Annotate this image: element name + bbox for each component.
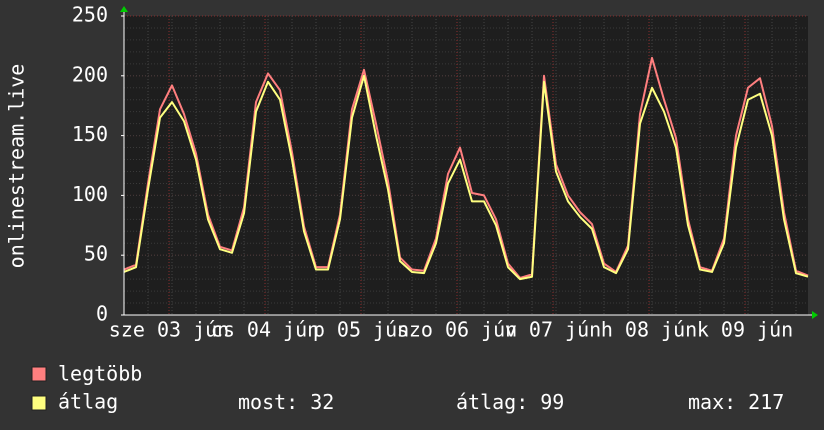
x-tick-label: h 08 jún	[601, 318, 697, 342]
x-tick-label: p 05 jún	[313, 318, 409, 342]
stat-value: 99	[540, 390, 564, 414]
stat-label: átlag:	[456, 390, 528, 414]
y-tick-label: 150	[72, 122, 108, 146]
legend-label: legtöbb	[58, 362, 142, 386]
y-tick-label: 100	[72, 182, 108, 206]
y-axis-arrow	[120, 6, 128, 12]
stat-value: 217	[748, 390, 784, 414]
plot-area	[124, 16, 808, 315]
y-axis-label: onlinestream.live	[5, 64, 29, 269]
x-tick-label: k 09 jún	[697, 318, 793, 342]
y-tick-label: 0	[96, 302, 108, 326]
stat-value: 32	[310, 390, 334, 414]
stat: átlag: 99	[456, 390, 564, 414]
legend-label: átlag	[58, 390, 118, 414]
x-tick-label: sze 03 jún	[109, 318, 229, 342]
x-tick-label: cs 04 jún	[211, 318, 319, 342]
stat: max: 217	[688, 390, 784, 414]
x-tick-label: v 07 jún	[505, 318, 601, 342]
stat: most: 32	[238, 390, 334, 414]
legend-swatch	[31, 395, 47, 411]
stat-label: max:	[688, 390, 736, 414]
legend-swatch	[31, 366, 47, 382]
y-tick-label: 50	[84, 242, 108, 266]
series-line	[123, 74, 809, 281]
y-tick-label: 200	[72, 62, 108, 86]
x-axis-arrow	[812, 311, 818, 319]
y-tick-label: 250	[72, 3, 108, 27]
stat-label: most:	[238, 390, 298, 414]
series-line	[123, 56, 809, 279]
x-tick-label: szo 06 jún	[397, 318, 517, 342]
